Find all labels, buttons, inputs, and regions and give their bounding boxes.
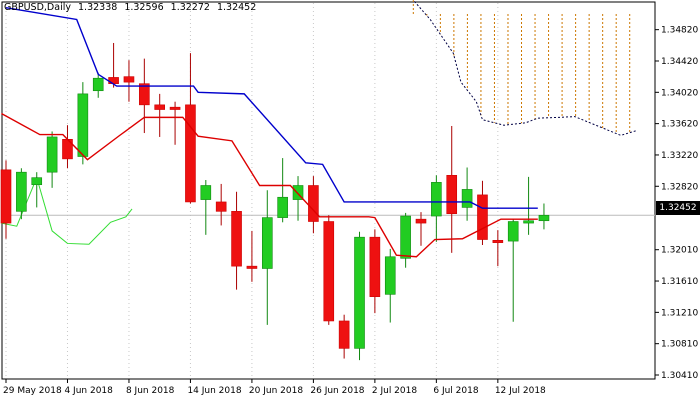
candle-body [92, 77, 104, 92]
chart-header: GBPUSD,Daily 1.32338 1.32596 1.32272 1.3… [4, 2, 260, 13]
high-value: 1.32596 [124, 2, 164, 13]
price-tick-label: 1.32820 [661, 182, 698, 192]
candle-body [523, 220, 534, 224]
candle-body [400, 215, 411, 259]
price-tick-label: 1.33220 [661, 151, 698, 161]
candle-body [431, 182, 442, 217]
date-tick-label: 6 Jul 2018 [433, 386, 478, 396]
candle-body [215, 201, 227, 212]
candle-body [507, 221, 519, 242]
candle-body [123, 76, 135, 83]
tenkan-line [1, 112, 538, 258]
candle-body [384, 256, 396, 295]
candle-body [492, 240, 504, 243]
candle-body [139, 83, 150, 106]
price-tick-label: 1.34420 [661, 57, 698, 67]
candle-body [292, 185, 304, 200]
candle-body [323, 221, 335, 322]
price-tick-label: 1.31210 [661, 308, 698, 318]
date-tick-label: 12 Jul 2018 [495, 386, 546, 396]
candle-body [0, 169, 12, 224]
candle-body [246, 265, 258, 269]
candle-body [277, 196, 288, 218]
candle-body [108, 77, 119, 84]
candle-body [446, 175, 458, 214]
open-value: 1.32338 [78, 2, 118, 13]
close-value: 1.32452 [216, 2, 257, 13]
candle-body [77, 93, 89, 157]
symbol-label: GBPUSD,Daily [4, 2, 71, 13]
candle-body [308, 185, 319, 222]
candle-body [231, 211, 242, 267]
cloud-edge-line [412, 0, 637, 136]
date-tick-label: 29 May 2018 [3, 386, 62, 396]
candle-body [338, 320, 350, 349]
price-tick-label: 1.34020 [661, 88, 698, 98]
current-price-badge: 1.32452 [656, 201, 700, 215]
low-value: 1.32272 [170, 2, 210, 13]
candle-body [31, 177, 43, 186]
candle-body [461, 189, 473, 208]
candle-body [46, 136, 58, 173]
date-tick-label: 8 Jun 2018 [126, 386, 175, 396]
candle-body [16, 171, 27, 212]
price-tick-label: 1.31610 [661, 277, 698, 287]
candle-body [154, 104, 165, 110]
candle-body [185, 104, 196, 203]
candle-body [169, 106, 181, 110]
price-tick-label: 1.30810 [661, 340, 698, 350]
candle-body [415, 218, 427, 224]
date-tick-label: 4 Jun 2018 [64, 386, 113, 396]
date-tick-label: 14 Jun 2018 [187, 386, 241, 396]
date-tick-label: 20 Jun 2018 [249, 386, 303, 396]
price-tick-label: 1.30410 [661, 371, 698, 381]
candle-body [477, 194, 488, 240]
candle-body [200, 185, 212, 200]
kijun-line [5, 7, 538, 209]
candle-body [354, 236, 365, 349]
candle-body [261, 217, 273, 269]
date-tick-label: 2 Jul 2018 [372, 386, 417, 396]
price-tick-label: 1.33620 [661, 120, 698, 130]
candle-body [538, 214, 550, 222]
date-tick-label: 26 Jun 2018 [310, 386, 364, 396]
candle-body [369, 236, 381, 297]
price-tick-label: 1.34820 [661, 26, 698, 36]
price-tick-label: 1.32010 [661, 246, 698, 256]
